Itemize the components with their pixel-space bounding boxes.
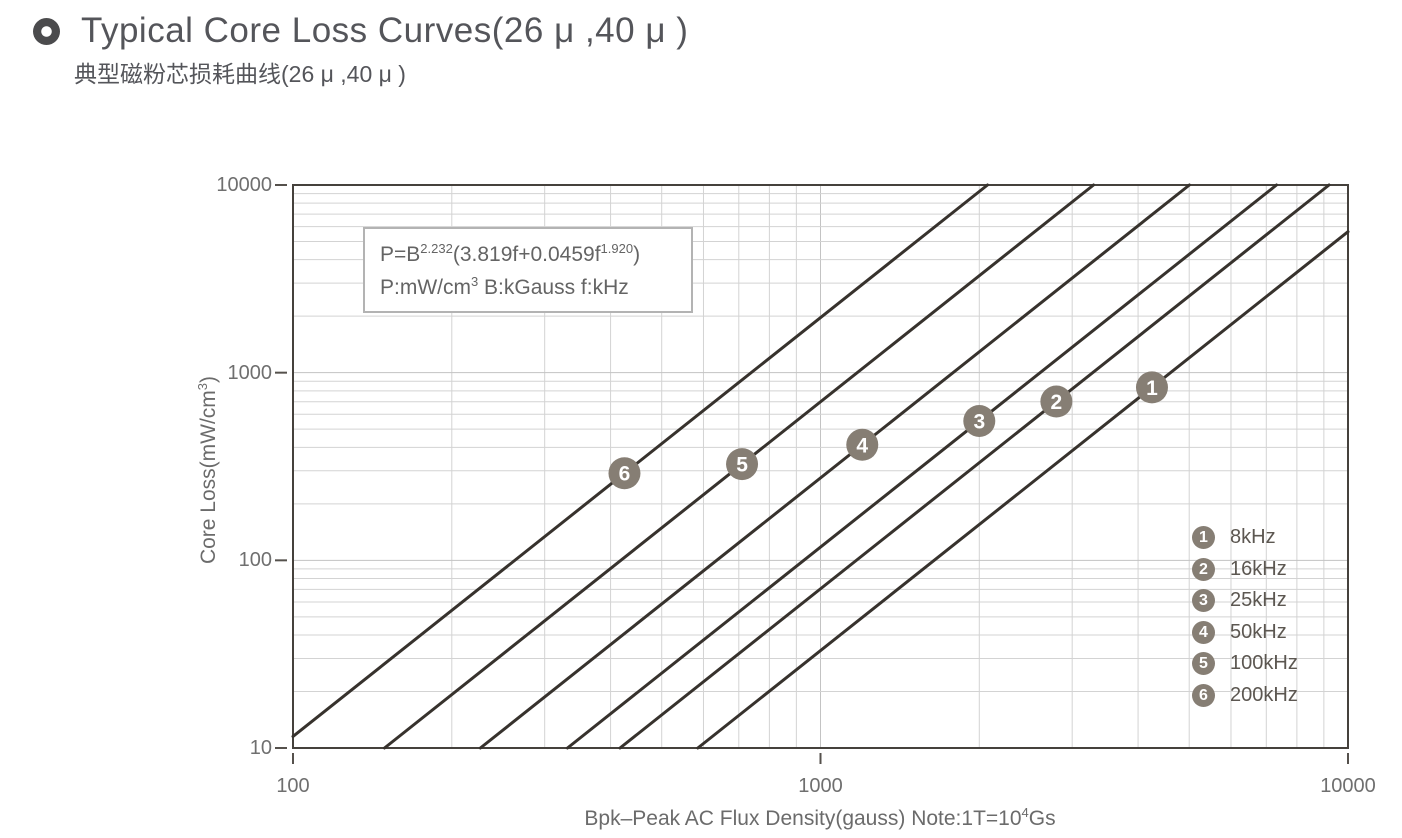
- curve-line-16kHz: [618, 183, 1331, 750]
- curve-marker-number: 3: [973, 410, 985, 433]
- y-tick-label: 10000: [216, 174, 272, 196]
- legend-marker-icon: 3: [1192, 589, 1215, 612]
- legend-item-200kHz: 6 200kHz: [1192, 683, 1298, 707]
- curve-line-50kHz: [478, 183, 1191, 750]
- curve-marker-number: 4: [856, 434, 868, 457]
- x-tick-label: 10000: [1320, 775, 1376, 797]
- legend: 1 8kHz 2 16kHz 3 25kHz 4 50kHz 5 100kHz 6 200kHz: [1192, 526, 1298, 715]
- legend-item-8kHz: 1 8kHz: [1192, 526, 1298, 549]
- curve-marker-number: 1: [1146, 377, 1158, 400]
- y-tick-label: 100: [238, 549, 272, 572]
- legend-label: 50kHz: [1230, 620, 1287, 643]
- curve-markers: 1 2 3 4 5 6: [608, 371, 1168, 490]
- curve-marker-4: [846, 428, 879, 461]
- legend-label: 25kHz: [1230, 589, 1287, 611]
- legend-item-25kHz: 3 25kHz: [1192, 589, 1298, 612]
- legend-item-16kHz: 2 16kHz: [1192, 557, 1298, 581]
- curve-marker-3: [963, 404, 996, 437]
- curve-marker-number: 2: [1051, 391, 1063, 414]
- legend-marker-icon: 5: [1192, 652, 1215, 675]
- formula-box: P=B2.232(3.819f+0.0459f1.920) P:mW/cm3 B…: [363, 227, 693, 313]
- legend-item-50kHz: 4 50kHz: [1192, 620, 1298, 644]
- curve-marker-5: [726, 448, 759, 481]
- legend-marker-icon: 6: [1192, 683, 1215, 707]
- legend-marker-icon: 4: [1192, 620, 1215, 644]
- legend-label: 16kHz: [1230, 557, 1287, 580]
- curve-line-8kHz: [696, 230, 1350, 750]
- legend-marker-icon: 1: [1192, 526, 1215, 549]
- y-tick-label: 10: [249, 737, 272, 759]
- formula-line: P=B2.232(3.819f+0.0459f1.920): [380, 241, 641, 266]
- page-subtitle-chinese: 典型磁粉芯损耗曲线(26 μ ,40 μ ): [74, 61, 406, 87]
- legend-label: 100kHz: [1230, 652, 1298, 674]
- bullet-icon: [33, 18, 60, 45]
- curve-line-25kHz: [565, 183, 1278, 750]
- x-tick-label: 100: [276, 775, 310, 797]
- curve-marker-number: 6: [619, 463, 631, 486]
- y-tick-label: 1000: [227, 361, 273, 384]
- legend-label: 8kHz: [1230, 526, 1276, 548]
- legend-item-100kHz: 5 100kHz: [1192, 652, 1298, 675]
- formula-units-line: P:mW/cm3 B:kGauss f:kHz: [380, 274, 629, 299]
- plot-frame: [292, 184, 1349, 749]
- legend-marker-icon: 2: [1192, 557, 1215, 581]
- x-tick-label: 1000: [798, 775, 843, 797]
- legend-label: 200kHz: [1230, 683, 1298, 706]
- page-title: Typical Core Loss Curves(26 μ ,40 μ ): [81, 11, 689, 50]
- x-axis-label: Bpk–Peak AC Flux Density(gauss) Note:1T=…: [584, 805, 1056, 830]
- axis-ticks: [275, 184, 1349, 764]
- y-axis-label: Core Loss(mW/cm3): [195, 375, 220, 565]
- curve-marker-6: [608, 457, 641, 490]
- curve-marker-1: [1135, 371, 1168, 404]
- curve-marker-number: 5: [736, 454, 748, 477]
- curve-marker-2: [1040, 385, 1073, 418]
- curve-line-200kHz: [291, 183, 989, 738]
